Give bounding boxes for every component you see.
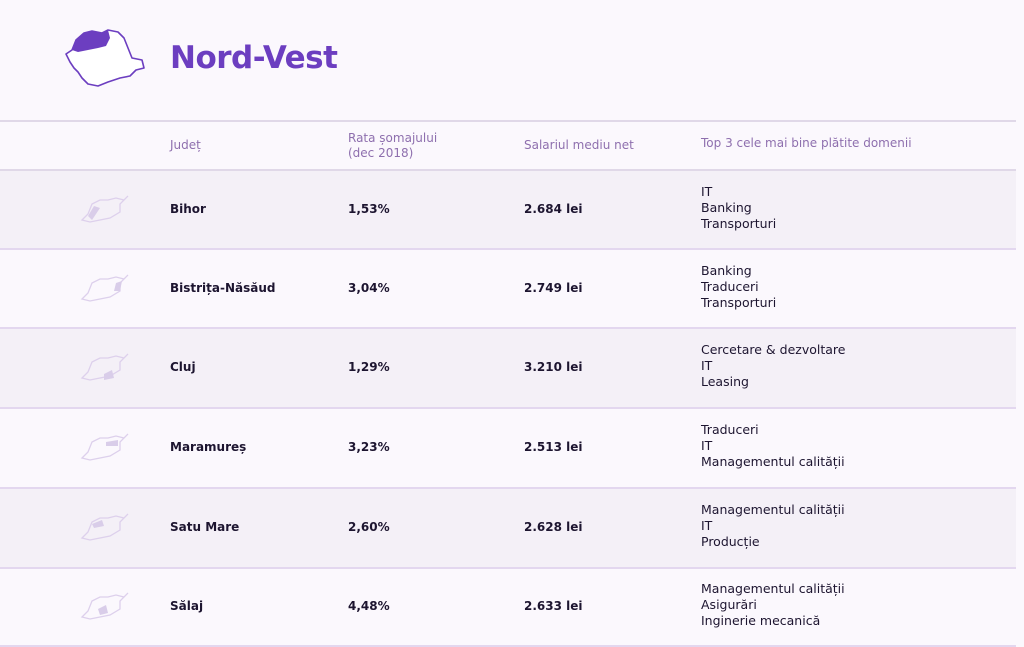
domain-item: Asigurări: [701, 597, 757, 612]
column-header-top-domains: Top 3 cele mai bine plătite domenii: [701, 136, 912, 150]
domain-item: IT: [701, 358, 713, 373]
domain-item: Managementul calității: [701, 581, 845, 596]
domain-item: Producție: [701, 534, 760, 549]
column-header-salary: Salariul mediu net: [524, 138, 634, 152]
average-salary: 3.210 lei: [524, 360, 583, 374]
table-row: Bistrița-Năsăud 3,04% 2.749 lei Banking T…: [0, 250, 1016, 329]
table-row: Maramureș 3,23% 2.513 lei Traduceri IT Man…: [0, 409, 1016, 489]
domain-item: Traduceri: [701, 278, 759, 294]
domain-item: Traduceri: [701, 422, 759, 437]
top-domains-list: Traduceri IT Managementul calității: [701, 422, 845, 470]
romania-map-icon: [65, 29, 145, 87]
domain-item: IT: [701, 438, 713, 453]
average-salary: 2.628 lei: [524, 520, 583, 534]
table-header: Județ Rata șomajului (dec 2018) Salariul…: [0, 120, 1016, 171]
unemployment-rate: 3,04%: [348, 280, 390, 295]
unemployment-rate: 2,60%: [348, 520, 390, 534]
column-header-unemployment: Rata șomajului (dec 2018): [348, 131, 438, 160]
top-domains-list: Cercetare & dezvoltare IT Leasing: [701, 342, 845, 390]
county-name: Bistrița-Năsăud: [170, 280, 276, 295]
county-map-icon: [80, 592, 129, 620]
top-domains-list: Managementul calității Asigurări Inginerie…: [701, 581, 845, 629]
county-map-icon: [80, 274, 129, 302]
domain-item: Transporturi: [701, 294, 777, 310]
column-header-county: Județ: [170, 138, 201, 152]
county-name: Bihor: [170, 201, 206, 216]
county-name: Cluj: [170, 360, 196, 374]
table-row: Sălaj 4,48% 2.633 lei Managementul calit…: [0, 569, 1016, 647]
unemployment-rate: 1,29%: [348, 360, 390, 374]
county-name: Maramureș: [170, 440, 247, 454]
domain-item: Transporturi: [701, 215, 777, 231]
domain-item: Banking: [701, 262, 752, 278]
average-salary: 2.513 lei: [524, 440, 583, 454]
top-domains-list: Managementul calității IT Producție: [701, 502, 845, 550]
domain-item: Cercetare & dezvoltare: [701, 342, 846, 357]
county-map-icon: [80, 433, 129, 461]
unemployment-rate: 1,53%: [348, 201, 390, 216]
domain-item: Leasing: [701, 374, 749, 389]
county-map-icon: [80, 353, 129, 381]
average-salary: 2.684 lei: [524, 201, 583, 216]
domain-item: Inginerie mecanică: [701, 613, 821, 628]
domain-item: IT: [701, 518, 713, 533]
domain-item: IT: [701, 183, 713, 199]
county-map-icon: [80, 195, 129, 223]
domain-item: Managementul calității: [701, 454, 845, 469]
page-header: Nord-Vest: [0, 0, 1024, 121]
domain-item: Banking: [701, 199, 752, 215]
domain-item: Managementul calității: [701, 502, 845, 517]
county-name: Satu Mare: [170, 520, 240, 534]
county-map-icon: [80, 513, 129, 541]
top-domains-list: Banking Traduceri Transporturi: [701, 263, 776, 311]
page-title: Nord-Vest: [170, 40, 338, 76]
top-domains-list: IT Banking Transporturi: [701, 184, 776, 232]
average-salary: 2.749 lei: [524, 280, 583, 295]
table-row: Cluj 1,29% 3.210 lei Cercetare & dezvolt…: [0, 329, 1016, 409]
table-row: Satu Mare 2,60% 2.628 lei Managementul c…: [0, 489, 1016, 569]
average-salary: 2.633 lei: [524, 599, 583, 613]
county-name: Sălaj: [170, 599, 204, 613]
table-row: Bihor 1,53% 2.684 lei IT Banking Transport…: [0, 171, 1016, 250]
unemployment-rate: 4,48%: [348, 599, 390, 613]
unemployment-rate: 3,23%: [348, 440, 390, 454]
county-table: Județ Rata șomajului (dec 2018) Salariul…: [0, 120, 1016, 647]
